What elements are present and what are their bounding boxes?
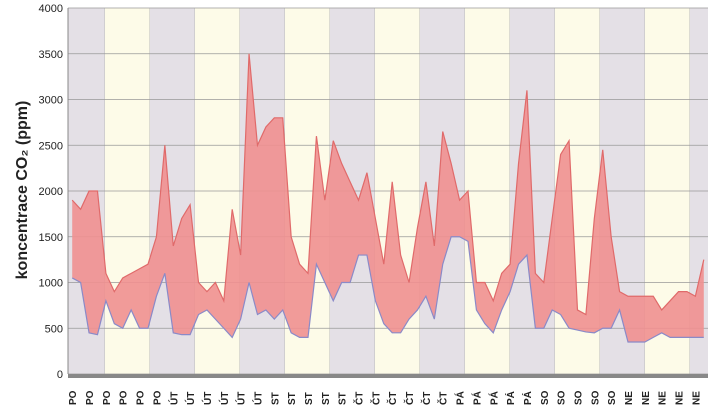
x-tick-label: ÚT	[167, 392, 180, 405]
x-tick-label: PO	[85, 390, 96, 405]
y-tick-label: 3500	[39, 49, 63, 61]
x-tick-label: ST	[270, 392, 281, 405]
x-tick-label: ČT	[437, 392, 450, 405]
x-tick-label: NE	[675, 391, 686, 405]
x-tick-label: ST	[338, 392, 349, 405]
y-tick-label: 2500	[39, 140, 63, 152]
x-tick-label: PO	[102, 390, 113, 405]
y-tick-label: 2000	[39, 186, 63, 198]
x-tick-label: ST	[321, 392, 332, 405]
series-line	[71, 53, 705, 316]
x-tick-label: NE	[691, 391, 702, 405]
x-tick-label: SO	[557, 390, 568, 405]
x-tick-label: ČT	[403, 392, 416, 405]
x-tick-label: PÁ	[470, 391, 483, 405]
y-axis-label: koncentrace CO₂ (ppm)	[14, 101, 31, 280]
x-tick-label: PO	[136, 390, 147, 405]
x-tick-label: NE	[641, 391, 652, 405]
x-tick-label: NE	[658, 391, 669, 405]
y-tick-label: 3000	[39, 95, 63, 107]
x-tick-label: PÁ	[487, 391, 500, 405]
x-tick-label: SO	[573, 390, 584, 405]
y-tick-label: 500	[45, 323, 63, 335]
y-tick-label: 1000	[39, 278, 63, 290]
x-tick-label: PO	[119, 390, 130, 405]
x-tick-label: SO	[590, 390, 601, 405]
x-tick-label: ÚT	[251, 392, 264, 405]
x-tick-label: SO	[540, 390, 551, 405]
y-tick-label: 0	[57, 369, 63, 381]
y-tick-label: 1500	[39, 232, 63, 244]
x-tick-label: PÁ	[454, 391, 467, 405]
x-tick-label: ČT	[353, 392, 366, 405]
series-line	[71, 236, 704, 343]
x-tick-label: PO	[68, 390, 79, 405]
x-tick-label: ČT	[386, 392, 399, 405]
x-tick-label: ST	[287, 392, 298, 405]
x-tick-label: ÚT	[201, 392, 214, 405]
x-tick-label: ÚT	[218, 392, 231, 405]
x-tick-label: PÁ	[521, 391, 534, 405]
x-tick-label: NE	[624, 391, 635, 405]
x-tick-label: PO	[152, 390, 163, 405]
x-tick-label: ÚT	[235, 392, 248, 405]
x-tick-label: SO	[607, 390, 618, 405]
y-tick-label: 4000	[39, 3, 63, 15]
x-tick-label: ČT	[420, 392, 433, 405]
x-tick-label: PÁ	[504, 391, 517, 405]
x-axis-bar	[68, 374, 708, 378]
x-tick-label: ÚT	[184, 392, 197, 405]
x-tick-label: ČT	[369, 392, 382, 405]
x-tick-label: ST	[304, 392, 315, 405]
